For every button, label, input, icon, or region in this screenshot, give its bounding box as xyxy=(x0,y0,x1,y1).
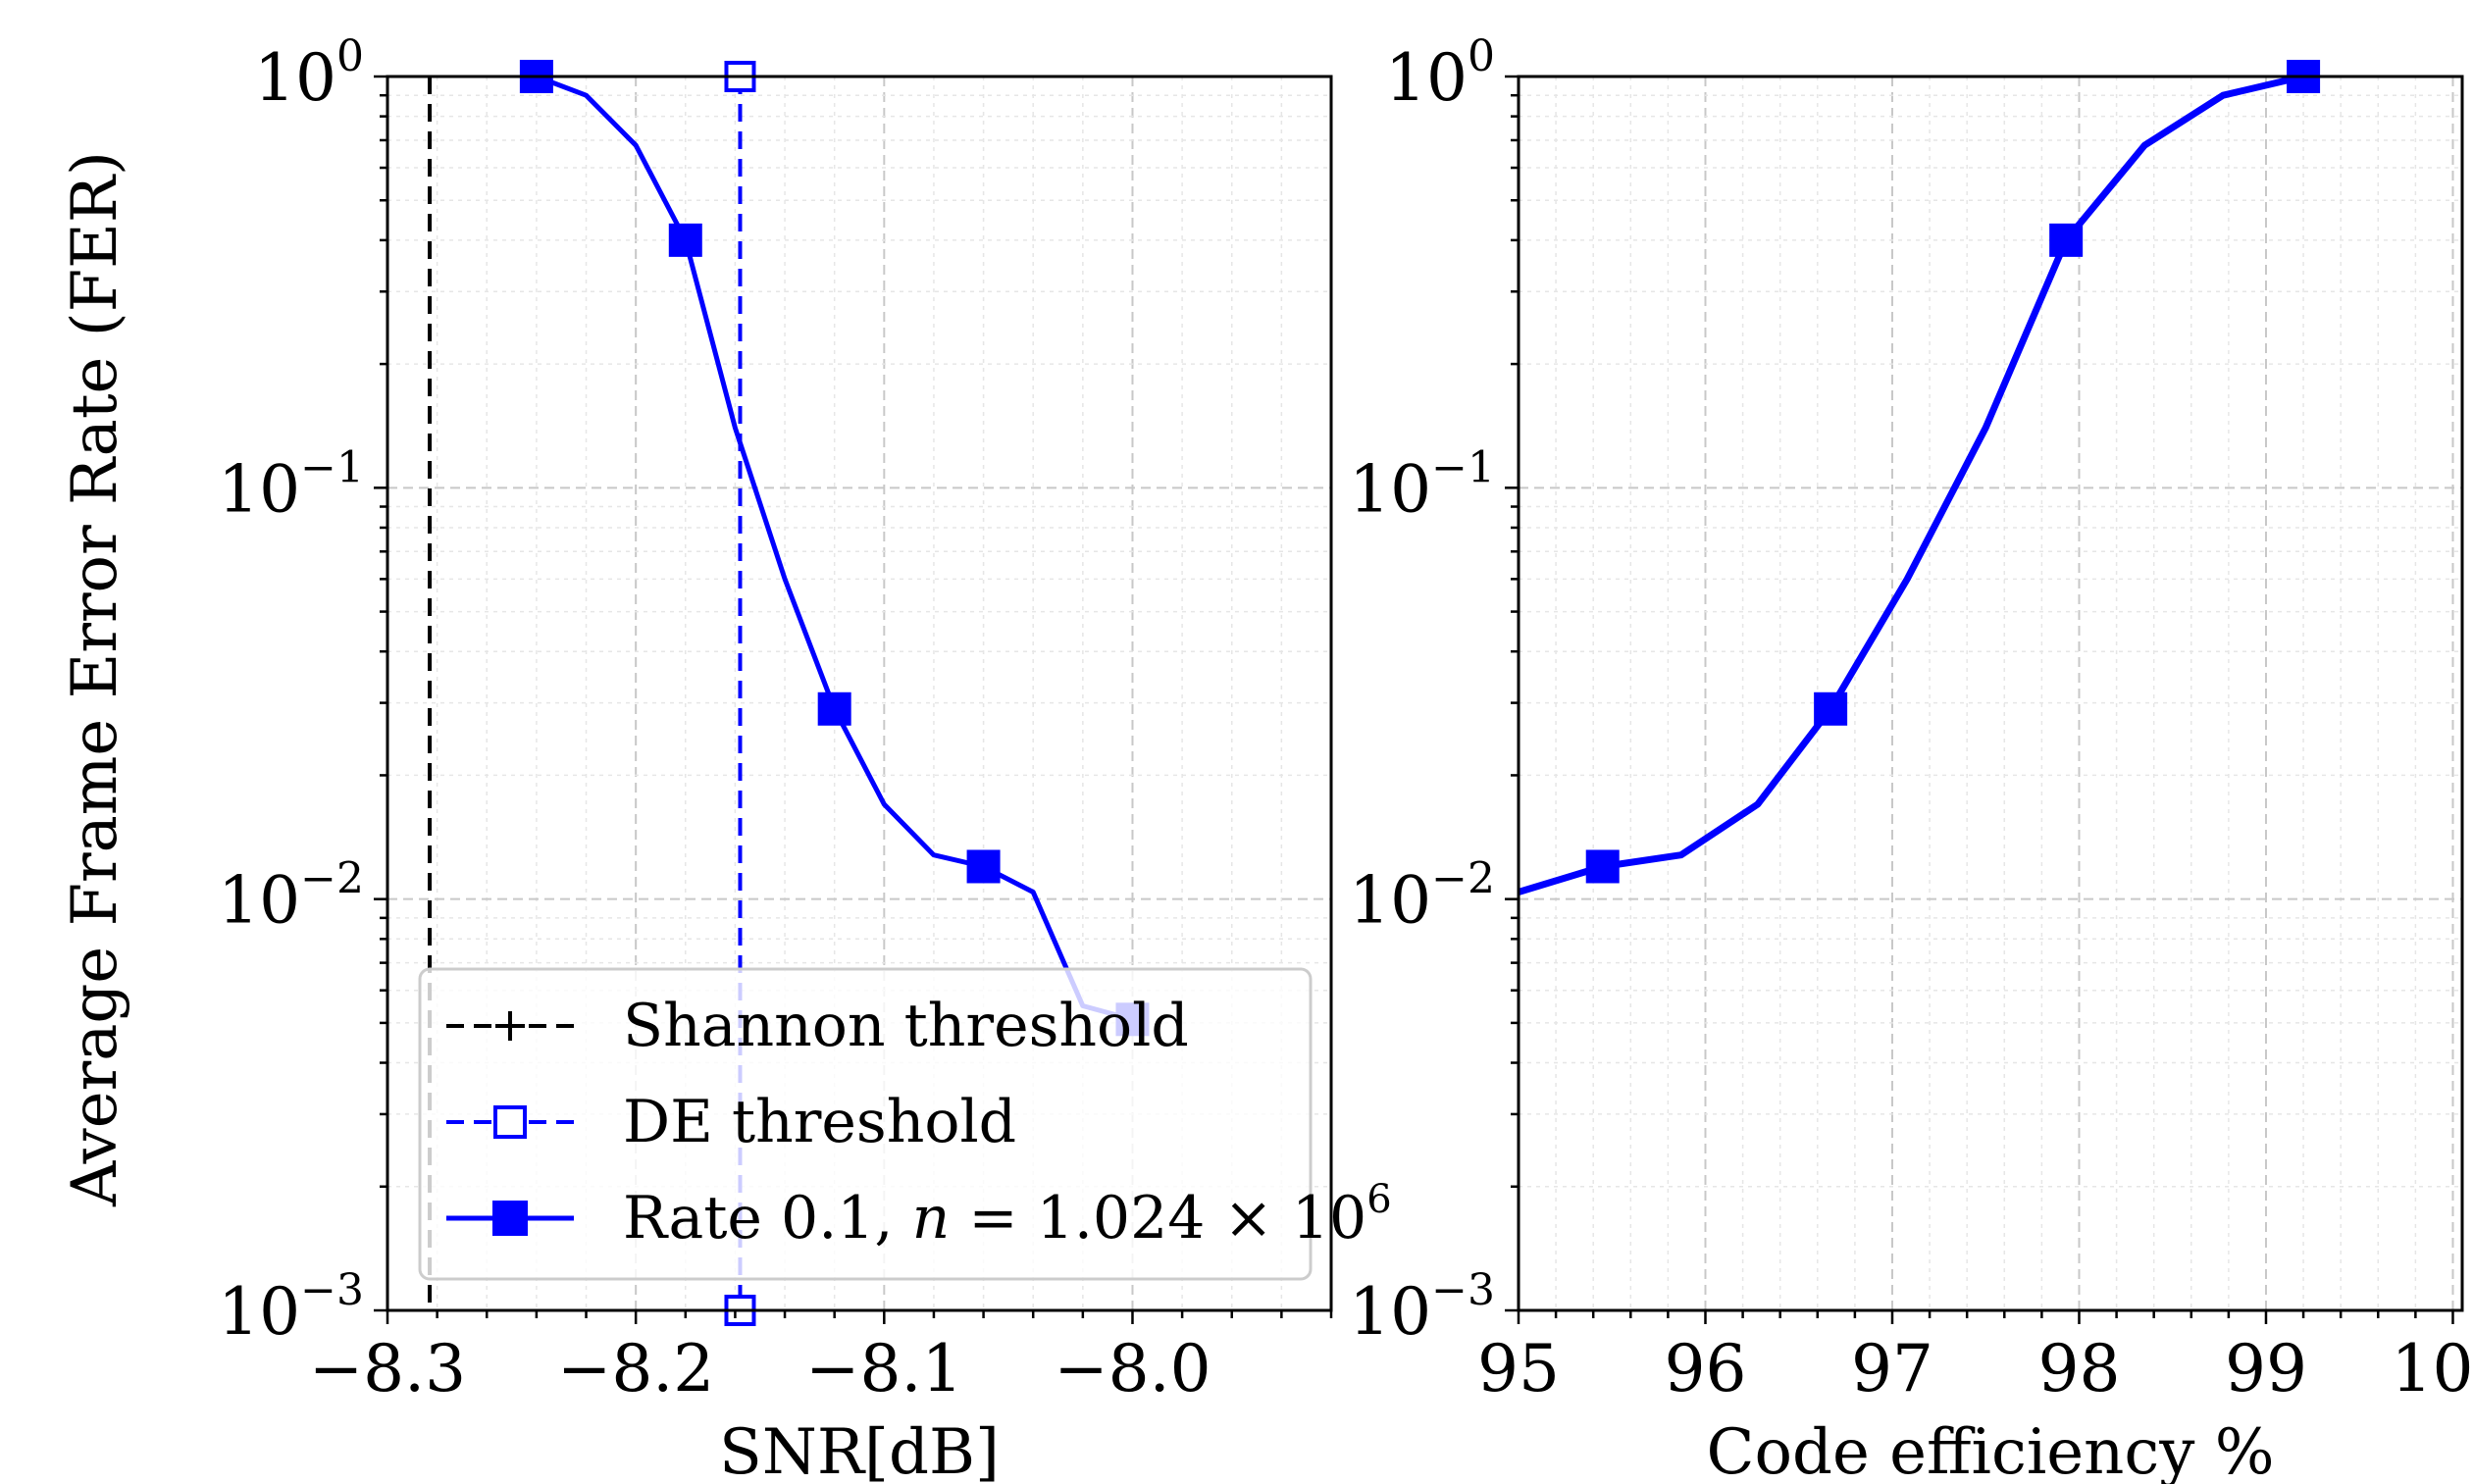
y-tick-base: 10 xyxy=(218,451,300,527)
efficiency-x-tick-label: 95 xyxy=(1477,1331,1560,1407)
rate-0.1-data-point xyxy=(817,691,851,726)
y-tick-exponent: −3 xyxy=(1431,1265,1495,1315)
y-tick-base: 10 xyxy=(1349,451,1431,527)
legend-entry-rate: Rate 0.1, n = 1.024 × 106 xyxy=(446,1177,1392,1253)
snr-x-axis-label: SNR[dB] xyxy=(719,1416,1000,1484)
efficiency-x-axis-label: Code efficiency % xyxy=(1706,1416,2274,1484)
y-tick-exponent: −2 xyxy=(1431,854,1495,904)
legend-label-rate: Rate 0.1, n = 1.024 × 106 xyxy=(623,1177,1392,1253)
snr-y-tick-label: 10−2 xyxy=(218,854,364,939)
legend-entry-de: DE threshold xyxy=(446,1088,1016,1156)
efficiency-panel-frame xyxy=(1517,75,2464,1312)
legend: Shannon threshold DE threshold Rate 0.1,… xyxy=(418,967,1392,1281)
legend-box xyxy=(418,967,1313,1281)
snr-x-tick-label: −8.3 xyxy=(309,1331,466,1407)
rate-0.1-data-point xyxy=(1585,849,1620,884)
y-tick-exponent: −2 xyxy=(300,854,364,904)
y-tick-base: 10 xyxy=(1349,1274,1431,1350)
efficiency-x-tick-label: 99 xyxy=(2225,1331,2307,1407)
rate-0.1-data-point xyxy=(966,849,1001,884)
y-tick-exponent: −1 xyxy=(1431,442,1495,492)
legend-rate-var: n xyxy=(912,1184,951,1253)
y-tick-exponent: −1 xyxy=(300,442,364,492)
snr-y-tick-label: 100 xyxy=(254,31,364,116)
efficiency-y-tick-label: 10−2 xyxy=(1349,854,1495,939)
efficiency-x-tick-label: 97 xyxy=(1851,1331,1933,1407)
efficiency-panel: 959697989910010010−110−210−3 Code effici… xyxy=(1349,31,2473,1484)
rate-0.1-data-point xyxy=(1814,691,1848,726)
legend-rate-prefix: Rate 0.1, xyxy=(623,1184,912,1253)
efficiency-panel-ticks: 959697989910010010−110−210−3 xyxy=(1349,31,2473,1407)
rate-0.1-series-line xyxy=(1517,73,2304,896)
snr-y-tick-label: 10−1 xyxy=(218,442,364,527)
rate-0.1-data-point xyxy=(2049,223,2084,257)
snr-panel-frame xyxy=(386,75,1333,1312)
efficiency-x-tick-label: 96 xyxy=(1665,1331,1747,1407)
snr-x-tick-label: −8.2 xyxy=(557,1331,714,1407)
legend-rate-square xyxy=(492,1201,528,1236)
snr-y-tick-label: 10−3 xyxy=(218,1265,364,1350)
snr-x-tick-label: −8.0 xyxy=(1054,1331,1211,1407)
snr-x-tick-label: −8.1 xyxy=(805,1331,962,1407)
y-axis-label: Average Frame Error Rate (FER) xyxy=(59,151,131,1207)
efficiency-y-tick-label: 10−1 xyxy=(1349,442,1495,527)
efficiency-panel-grid xyxy=(1518,77,2462,1311)
legend-entry-shannon: Shannon threshold xyxy=(446,992,1189,1060)
y-tick-base: 10 xyxy=(1349,863,1431,939)
y-tick-base: 10 xyxy=(254,40,336,116)
y-tick-exponent: 0 xyxy=(336,31,364,81)
legend-label-de: DE threshold xyxy=(623,1088,1016,1156)
efficiency-x-tick-label: 98 xyxy=(2037,1331,2120,1407)
y-tick-base: 10 xyxy=(1385,40,1468,116)
y-tick-base: 10 xyxy=(218,863,300,939)
y-tick-base: 10 xyxy=(218,1274,300,1350)
efficiency-y-tick-label: 100 xyxy=(1385,31,1495,116)
legend-de-open-square xyxy=(493,1105,527,1139)
rate-0.1-data-point xyxy=(668,223,702,257)
legend-rate-eq: = 1.024 × 10 xyxy=(950,1184,1366,1253)
efficiency-y-tick-label: 10−3 xyxy=(1349,1265,1495,1350)
y-tick-exponent: 0 xyxy=(1468,31,1495,81)
legend-rate-exp: 6 xyxy=(1366,1177,1391,1222)
efficiency-x-tick-label: 100 xyxy=(2391,1331,2473,1407)
legend-label-shannon: Shannon threshold xyxy=(623,992,1189,1060)
y-tick-exponent: −3 xyxy=(300,1265,364,1315)
